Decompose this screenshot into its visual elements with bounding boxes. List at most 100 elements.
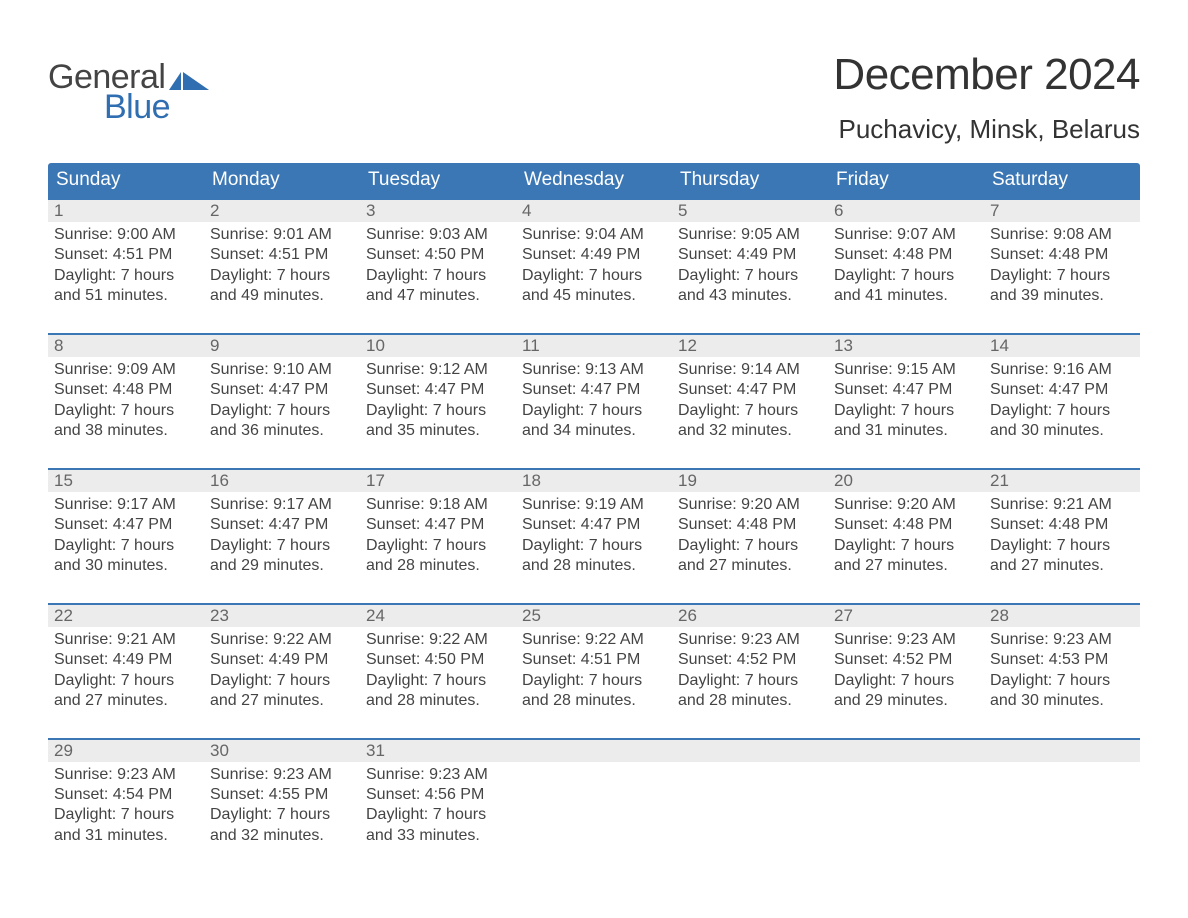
day-line-d1: Daylight: 7 hours	[210, 805, 354, 825]
empty-day-number	[516, 740, 672, 762]
day-line-d2: and 32 minutes.	[210, 826, 354, 846]
day-line-ss: Sunset: 4:51 PM	[522, 650, 666, 670]
day-cell: 5Sunrise: 9:05 AMSunset: 4:49 PMDaylight…	[672, 200, 828, 307]
day-line-ss: Sunset: 4:47 PM	[210, 380, 354, 400]
day-line-d2: and 31 minutes.	[834, 421, 978, 441]
week-row: 22Sunrise: 9:21 AMSunset: 4:49 PMDayligh…	[48, 603, 1140, 712]
logo-text-blue: Blue	[104, 90, 209, 124]
day-line-d2: and 39 minutes.	[990, 286, 1134, 306]
day-body: Sunrise: 9:17 AMSunset: 4:47 PMDaylight:…	[204, 492, 360, 577]
day-number: 13	[828, 335, 984, 357]
day-line-sr: Sunrise: 9:23 AM	[366, 765, 510, 785]
day-header-fri: Friday	[828, 163, 984, 198]
day-cell: 14Sunrise: 9:16 AMSunset: 4:47 PMDayligh…	[984, 335, 1140, 442]
day-line-d1: Daylight: 7 hours	[990, 266, 1134, 286]
day-body: Sunrise: 9:23 AMSunset: 4:54 PMDaylight:…	[48, 762, 204, 847]
day-line-sr: Sunrise: 9:15 AM	[834, 360, 978, 380]
day-number: 22	[48, 605, 204, 627]
day-body: Sunrise: 9:17 AMSunset: 4:47 PMDaylight:…	[48, 492, 204, 577]
day-line-ss: Sunset: 4:49 PM	[54, 650, 198, 670]
calendar: Sunday Monday Tuesday Wednesday Thursday…	[48, 163, 1140, 846]
week-row: 29Sunrise: 9:23 AMSunset: 4:54 PMDayligh…	[48, 738, 1140, 847]
day-body: Sunrise: 9:21 AMSunset: 4:49 PMDaylight:…	[48, 627, 204, 712]
day-body: Sunrise: 9:07 AMSunset: 4:48 PMDaylight:…	[828, 222, 984, 307]
day-number: 24	[360, 605, 516, 627]
day-line-d2: and 30 minutes.	[990, 691, 1134, 711]
day-line-d2: and 30 minutes.	[990, 421, 1134, 441]
day-cell: 16Sunrise: 9:17 AMSunset: 4:47 PMDayligh…	[204, 470, 360, 577]
day-cell: 8Sunrise: 9:09 AMSunset: 4:48 PMDaylight…	[48, 335, 204, 442]
day-line-ss: Sunset: 4:50 PM	[366, 245, 510, 265]
day-line-sr: Sunrise: 9:18 AM	[366, 495, 510, 515]
day-line-sr: Sunrise: 9:10 AM	[210, 360, 354, 380]
day-line-d2: and 34 minutes.	[522, 421, 666, 441]
day-line-d1: Daylight: 7 hours	[834, 671, 978, 691]
day-line-sr: Sunrise: 9:22 AM	[366, 630, 510, 650]
day-line-sr: Sunrise: 9:17 AM	[54, 495, 198, 515]
day-header-row: Sunday Monday Tuesday Wednesday Thursday…	[48, 163, 1140, 198]
day-line-sr: Sunrise: 9:13 AM	[522, 360, 666, 380]
day-header-tue: Tuesday	[360, 163, 516, 198]
day-line-d1: Daylight: 7 hours	[366, 671, 510, 691]
day-line-d1: Daylight: 7 hours	[678, 671, 822, 691]
day-cell	[828, 740, 984, 847]
day-body: Sunrise: 9:03 AMSunset: 4:50 PMDaylight:…	[360, 222, 516, 307]
day-number: 21	[984, 470, 1140, 492]
day-line-ss: Sunset: 4:53 PM	[990, 650, 1134, 670]
day-line-sr: Sunrise: 9:07 AM	[834, 225, 978, 245]
day-line-sr: Sunrise: 9:08 AM	[990, 225, 1134, 245]
day-line-d1: Daylight: 7 hours	[210, 401, 354, 421]
day-body: Sunrise: 9:10 AMSunset: 4:47 PMDaylight:…	[204, 357, 360, 442]
day-number: 25	[516, 605, 672, 627]
day-line-d1: Daylight: 7 hours	[834, 401, 978, 421]
day-header-wed: Wednesday	[516, 163, 672, 198]
day-line-d2: and 47 minutes.	[366, 286, 510, 306]
day-line-d2: and 33 minutes.	[366, 826, 510, 846]
day-line-ss: Sunset: 4:47 PM	[990, 380, 1134, 400]
day-cell: 2Sunrise: 9:01 AMSunset: 4:51 PMDaylight…	[204, 200, 360, 307]
day-line-sr: Sunrise: 9:14 AM	[678, 360, 822, 380]
day-line-d2: and 45 minutes.	[522, 286, 666, 306]
day-line-d1: Daylight: 7 hours	[678, 266, 822, 286]
day-line-ss: Sunset: 4:48 PM	[990, 515, 1134, 535]
day-cell: 30Sunrise: 9:23 AMSunset: 4:55 PMDayligh…	[204, 740, 360, 847]
day-line-d1: Daylight: 7 hours	[210, 536, 354, 556]
day-line-sr: Sunrise: 9:23 AM	[990, 630, 1134, 650]
day-header-thu: Thursday	[672, 163, 828, 198]
day-line-sr: Sunrise: 9:23 AM	[54, 765, 198, 785]
day-line-d1: Daylight: 7 hours	[834, 536, 978, 556]
day-line-d1: Daylight: 7 hours	[990, 671, 1134, 691]
day-line-d2: and 49 minutes.	[210, 286, 354, 306]
day-body: Sunrise: 9:04 AMSunset: 4:49 PMDaylight:…	[516, 222, 672, 307]
week-row: 1Sunrise: 9:00 AMSunset: 4:51 PMDaylight…	[48, 198, 1140, 307]
day-line-sr: Sunrise: 9:00 AM	[54, 225, 198, 245]
day-body: Sunrise: 9:22 AMSunset: 4:49 PMDaylight:…	[204, 627, 360, 712]
day-line-sr: Sunrise: 9:22 AM	[522, 630, 666, 650]
day-number: 4	[516, 200, 672, 222]
day-number: 18	[516, 470, 672, 492]
day-cell: 11Sunrise: 9:13 AMSunset: 4:47 PMDayligh…	[516, 335, 672, 442]
day-line-d1: Daylight: 7 hours	[834, 266, 978, 286]
day-cell: 15Sunrise: 9:17 AMSunset: 4:47 PMDayligh…	[48, 470, 204, 577]
day-line-d1: Daylight: 7 hours	[678, 536, 822, 556]
day-line-ss: Sunset: 4:50 PM	[366, 650, 510, 670]
day-number: 10	[360, 335, 516, 357]
day-line-d2: and 27 minutes.	[54, 691, 198, 711]
day-line-sr: Sunrise: 9:23 AM	[834, 630, 978, 650]
day-cell: 7Sunrise: 9:08 AMSunset: 4:48 PMDaylight…	[984, 200, 1140, 307]
day-cell: 23Sunrise: 9:22 AMSunset: 4:49 PMDayligh…	[204, 605, 360, 712]
day-line-ss: Sunset: 4:47 PM	[210, 515, 354, 535]
day-number: 7	[984, 200, 1140, 222]
day-number: 9	[204, 335, 360, 357]
day-cell: 1Sunrise: 9:00 AMSunset: 4:51 PMDaylight…	[48, 200, 204, 307]
day-line-ss: Sunset: 4:48 PM	[678, 515, 822, 535]
day-line-ss: Sunset: 4:54 PM	[54, 785, 198, 805]
day-line-d2: and 27 minutes.	[834, 556, 978, 576]
title-month: December 2024	[833, 50, 1140, 100]
day-line-d2: and 28 minutes.	[366, 691, 510, 711]
day-number: 17	[360, 470, 516, 492]
day-line-ss: Sunset: 4:48 PM	[834, 245, 978, 265]
day-line-d2: and 41 minutes.	[834, 286, 978, 306]
day-line-sr: Sunrise: 9:21 AM	[990, 495, 1134, 515]
day-line-d1: Daylight: 7 hours	[522, 266, 666, 286]
